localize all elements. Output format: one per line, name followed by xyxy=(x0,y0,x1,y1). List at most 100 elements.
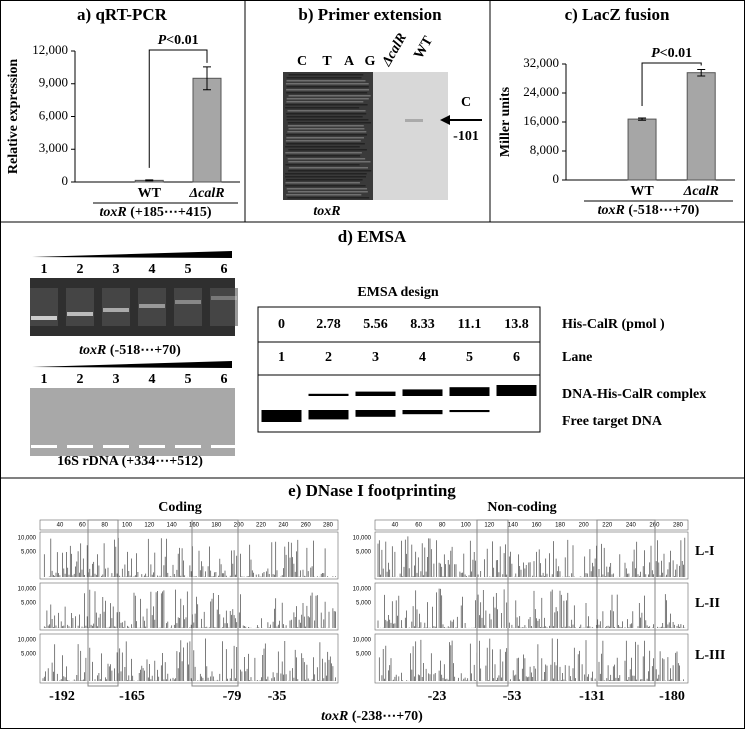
amount: 5.56 xyxy=(363,317,388,332)
x-axis-label: toxR (-518⋯+70) xyxy=(598,203,700,218)
x-tick-label: WT xyxy=(630,184,654,199)
band xyxy=(285,155,361,157)
range: (+185⋯+415) xyxy=(127,205,212,220)
y-tick-label: 6,000 xyxy=(39,107,68,122)
annotation-p: P xyxy=(651,46,660,61)
axis-label: 220 xyxy=(602,523,613,529)
row-label: L-III xyxy=(695,648,725,663)
axis-label: 80 xyxy=(101,523,108,529)
position: -53 xyxy=(503,689,522,704)
y-tick-label: 12,000 xyxy=(32,42,68,57)
band xyxy=(175,445,201,448)
band xyxy=(287,131,367,133)
arrowhead xyxy=(440,115,450,125)
position: -79 xyxy=(223,689,242,704)
y-label: 10,000 xyxy=(353,536,372,542)
row-label: DNA-His-CalR complex xyxy=(562,387,706,402)
band xyxy=(288,95,371,97)
wedge xyxy=(32,251,232,258)
band xyxy=(211,445,237,448)
band xyxy=(286,77,362,79)
panel-title: b) Primer extension xyxy=(298,5,442,24)
axis-frame xyxy=(374,519,689,531)
band xyxy=(285,107,360,109)
panel-title: a) qRT-PCR xyxy=(77,5,168,24)
trace xyxy=(42,638,336,681)
gel-image xyxy=(283,72,448,200)
lane-label: T xyxy=(322,54,332,69)
highlight xyxy=(476,519,509,687)
table-border xyxy=(257,306,541,433)
traces: 40 60 80 100 120 140 160 180 200 220 240 260 280 10,0… xyxy=(18,519,725,704)
band xyxy=(285,104,368,106)
bar xyxy=(627,118,657,181)
panel-title: c) LacZ fusion xyxy=(565,5,670,24)
trace-frame xyxy=(374,633,689,684)
band xyxy=(288,149,367,151)
highlight xyxy=(87,519,119,687)
gene-label: toxR xyxy=(313,204,340,219)
position-label: -101 xyxy=(453,129,479,144)
amount: 0 xyxy=(278,317,285,332)
gel-caption: toxR (-518⋯+70) xyxy=(79,343,181,358)
row-label: His-CalR (pmol ) xyxy=(562,317,665,332)
band xyxy=(285,176,366,178)
y-label: 10,000 xyxy=(18,638,37,644)
row-label: L-I xyxy=(695,544,714,559)
annotation-text: <0.01 xyxy=(166,33,198,48)
band xyxy=(174,288,202,326)
highlight xyxy=(191,519,239,687)
complex-band xyxy=(496,385,537,396)
band xyxy=(286,134,368,136)
bar xyxy=(686,72,716,181)
band xyxy=(288,167,369,169)
gene: toxR xyxy=(598,203,625,218)
band xyxy=(211,296,237,300)
annotation: P<0.01 xyxy=(651,46,692,61)
trace xyxy=(378,638,684,681)
wedge xyxy=(32,361,232,368)
band xyxy=(66,288,94,326)
position: -192 xyxy=(49,689,75,704)
axis-label: 140 xyxy=(167,523,178,529)
trace-frame xyxy=(374,582,689,631)
y-tick-label: 24,000 xyxy=(523,84,559,99)
axis-label: 180 xyxy=(211,523,222,529)
band xyxy=(285,140,361,142)
axis-label: 140 xyxy=(508,523,519,529)
lane: 4 xyxy=(419,350,426,365)
free-band xyxy=(261,410,302,422)
band xyxy=(286,89,370,91)
y-axis-label: Miller units xyxy=(498,86,513,157)
band xyxy=(287,158,366,160)
error-bar xyxy=(638,117,647,121)
band xyxy=(288,170,372,172)
amount: 11.1 xyxy=(458,317,482,332)
gel xyxy=(30,388,235,456)
x-tick-label: ΔcalR xyxy=(188,186,224,201)
gel xyxy=(30,278,235,336)
y-tick-label: 8,000 xyxy=(530,142,559,157)
band xyxy=(286,92,368,94)
annotation-text: <0.01 xyxy=(660,46,692,61)
y-label: 10,000 xyxy=(353,638,372,644)
y-tick-label: 16,000 xyxy=(523,113,559,128)
lane: 1 xyxy=(278,350,285,365)
axis-label: 200 xyxy=(234,523,245,529)
y-label: 10,000 xyxy=(18,587,37,593)
band xyxy=(67,445,93,448)
bracket xyxy=(148,49,208,168)
band xyxy=(285,173,367,175)
band xyxy=(285,146,360,148)
band xyxy=(285,179,363,181)
axis-label: 120 xyxy=(484,523,495,529)
axis-label: 200 xyxy=(579,523,590,529)
band xyxy=(286,116,363,118)
y-label: 10,000 xyxy=(353,587,372,593)
amount: 2.78 xyxy=(316,317,341,332)
band xyxy=(30,288,58,326)
y-tick-label: 0 xyxy=(553,171,560,186)
band xyxy=(103,308,129,312)
y-label: 5,000 xyxy=(21,550,37,556)
error-bar xyxy=(203,66,211,91)
